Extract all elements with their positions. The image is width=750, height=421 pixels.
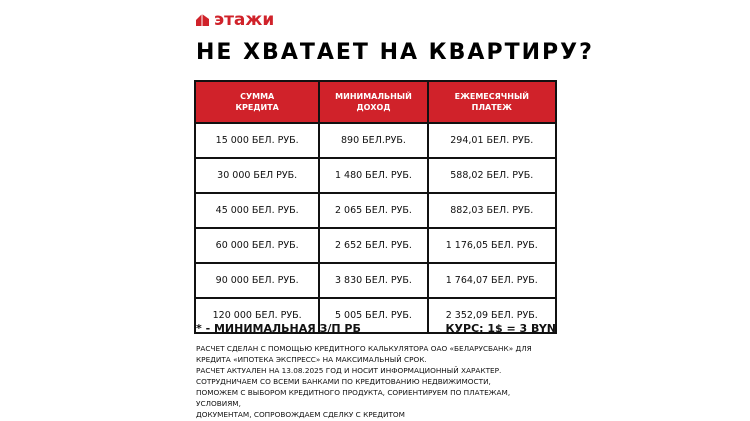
table-cell: 3 830 БЕЛ. РУБ. — [318, 262, 429, 299]
column-header: СУММА КРЕДИТА — [193, 80, 321, 124]
column-header: ЕЖЕМЕСЯЧНЫЙ ПЛАТЕЖ — [426, 80, 558, 124]
table-cell: 882,03 БЕЛ. РУБ. — [426, 192, 558, 229]
table-cell: 890 БЕЛ.РУБ. — [318, 122, 429, 159]
disclaimer-line: РАСЧЕТ СДЕЛАН С ПОМОЩЬЮ КРЕДИТНОГО КАЛЬК… — [196, 344, 532, 353]
table-cell: 2 065 БЕЛ. РУБ. — [318, 192, 429, 229]
table-cell: 90 000 БЕЛ. РУБ. — [193, 262, 321, 299]
table-cell: 15 000 БЕЛ. РУБ. — [193, 122, 321, 159]
table-cell: 1 176,05 БЕЛ. РУБ. — [426, 227, 558, 264]
table-cell: 60 000 БЕЛ. РУБ. — [193, 227, 321, 264]
loan-table: СУММА КРЕДИТА МИНИМАЛЬНЫЙ ДОХОД ЕЖЕМЕСЯЧНЫЙ П… — [193, 80, 558, 334]
disclaimer-line: ДОКУМЕНТАМ, СОПРОВОЖДАЕМ СДЕЛКУ С КРЕДИТ… — [196, 410, 405, 419]
table-row: 60 000 БЕЛ. РУБ. 2 652 БЕЛ. РУБ. 1 176,05 … — [193, 227, 558, 264]
table-cell: 1 480 БЕЛ. РУБ. — [318, 157, 429, 194]
table-row: 90 000 БЕЛ. РУБ. 3 830 БЕЛ. РУБ. 1 764,07 … — [193, 262, 558, 299]
brand-logo: этажи — [196, 10, 274, 30]
table-cell: 2 352,09 БЕЛ. РУБ. — [426, 297, 558, 334]
header-line: ДОХОД — [356, 103, 391, 112]
disclaimer-line: УСЛОВИЯМ, — [196, 399, 241, 408]
disclaimer-line: КРЕДИТА «ИПОТЕКА ЭКСПРЕСС» НА МАКСИМАЛЬН… — [196, 355, 427, 364]
footnote: * - МИНИМАЛЬНАЯ З/П РБ — [196, 322, 361, 335]
disclaimer-line: РАСЧЕТ АКТУАЛЕН НА 13.08.2025 ГОД И НОСИ… — [196, 366, 502, 375]
table-cell: 120 000 БЕЛ. РУБ. — [193, 297, 321, 334]
table-row: 15 000 БЕЛ. РУБ. 890 БЕЛ.РУБ. 294,01 БЕЛ. … — [193, 122, 558, 159]
table-cell: 2 652 БЕЛ. РУБ. — [318, 227, 429, 264]
table-row: 120 000 БЕЛ. РУБ. 5 005 БЕЛ. РУБ. 2 352,09… — [193, 297, 558, 334]
page-title: НЕ ХВАТАЕТ НА КВАРТИРУ? — [196, 40, 594, 65]
disclaimer: РАСЧЕТ СДЕЛАН С ПОМОЩЬЮ КРЕДИТНОГО КАЛЬК… — [196, 343, 566, 420]
table-cell: 1 764,07 БЕЛ. РУБ. — [426, 262, 558, 299]
exchange-rate: КУРС: 1$ = 3 BYN — [445, 322, 556, 335]
table-row: 30 000 БЕЛ РУБ. 1 480 БЕЛ. РУБ. 588,02 БЕЛ… — [193, 157, 558, 194]
table-cell: 30 000 БЕЛ РУБ. — [193, 157, 321, 194]
table-cell: 294,01 БЕЛ. РУБ. — [426, 122, 558, 159]
table-cell: 588,02 БЕЛ. РУБ. — [426, 157, 558, 194]
disclaimer-line: СОТРУДНИЧАЕМ СО ВСЕМИ БАНКАМИ ПО КРЕДИТО… — [196, 377, 491, 386]
house-icon — [196, 14, 209, 26]
header-line: КРЕДИТА — [235, 103, 279, 112]
table-cell: 5 005 БЕЛ. РУБ. — [318, 297, 429, 334]
header-line: ПЛАТЕЖ — [471, 103, 512, 112]
table-row: 45 000 БЕЛ. РУБ. 2 065 БЕЛ. РУБ. 882,03 БЕ… — [193, 192, 558, 229]
disclaimer-line: ПОМОЖЕМ С ВЫБОРОМ КРЕДИТНОГО ПРОДУКТА, С… — [196, 388, 511, 397]
column-header: МИНИМАЛЬНЫЙ ДОХОД — [318, 80, 429, 124]
header-line: СУММА — [240, 91, 275, 101]
header-line: МИНИМАЛЬНЫЙ — [335, 91, 412, 101]
brand-name: этажи — [214, 10, 275, 30]
table-cell: 45 000 БЕЛ. РУБ. — [193, 192, 321, 229]
header-line: ЕЖЕМЕСЯЧНЫЙ — [454, 91, 529, 101]
